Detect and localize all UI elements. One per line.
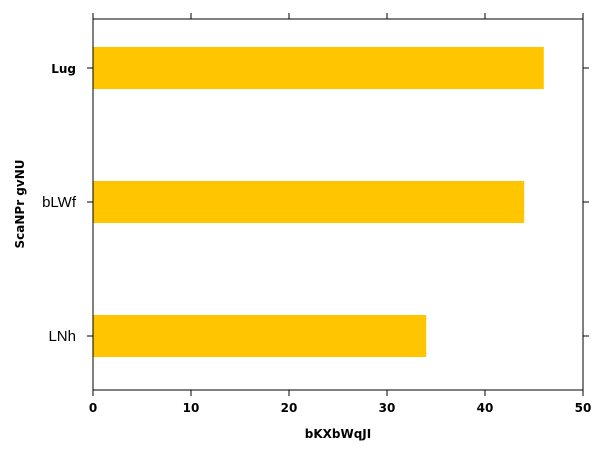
x-tick-label-3: 30 bbox=[379, 401, 396, 415]
plot-frame bbox=[92, 18, 584, 391]
y-axis-label: ScaNPr gvNU bbox=[13, 160, 27, 249]
x-tick-label-4: 40 bbox=[477, 401, 494, 415]
x-axis-label: bKXbWqJI bbox=[305, 427, 372, 441]
x-tick-label-0: 0 bbox=[89, 401, 97, 415]
bars-group bbox=[93, 47, 544, 357]
y-tick-label-2: LNh bbox=[48, 328, 76, 345]
y-ticks-group: Lug bLWf LNh bbox=[42, 62, 589, 345]
y-tick-label-0: Lug bbox=[51, 62, 76, 76]
x-tick-label-1: 10 bbox=[183, 401, 200, 415]
bar-2 bbox=[93, 315, 427, 357]
x-ticks-group: 0 10 20 30 40 50 bbox=[89, 13, 592, 415]
bar-1 bbox=[93, 181, 525, 223]
bar-0 bbox=[93, 47, 544, 89]
y-tick-label-1: bLWf bbox=[42, 194, 77, 211]
x-tick-label-2: 20 bbox=[281, 401, 298, 415]
x-tick-label-5: 50 bbox=[575, 401, 592, 415]
